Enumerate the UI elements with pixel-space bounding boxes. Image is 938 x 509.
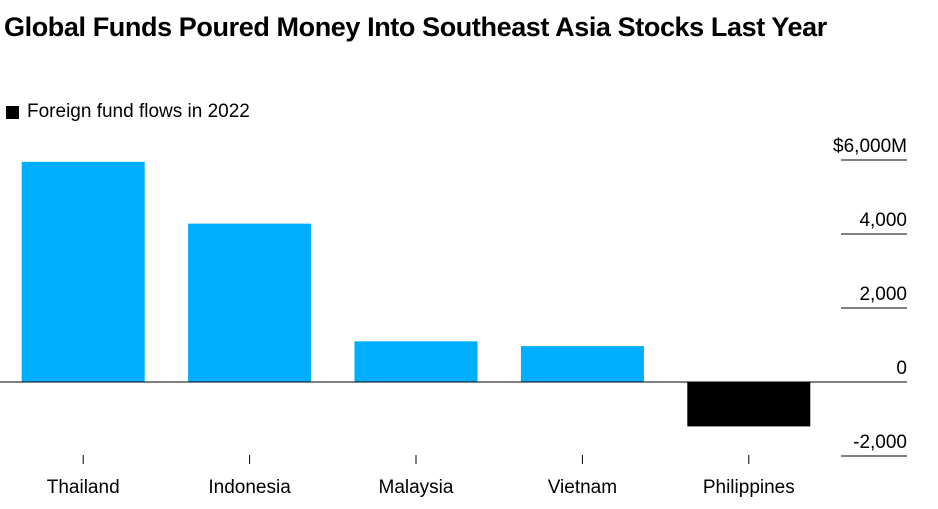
bar (188, 223, 312, 382)
bar (354, 341, 478, 382)
bar (520, 346, 644, 382)
legend: Foreign fund flows in 2022 (6, 101, 250, 123)
x-tick-label: Indonesia (208, 477, 291, 498)
x-tick-label: Vietnam (548, 477, 617, 498)
x-tick-label: Malaysia (379, 477, 454, 498)
y-tick-label: 0 (896, 358, 907, 379)
y-tick-label: 4,000 (859, 210, 907, 231)
x-tick-label: Thailand (47, 477, 120, 498)
y-tick-label: -2,000 (853, 432, 907, 453)
chart-title: Global Funds Poured Money Into Southeast… (4, 12, 827, 42)
bar (687, 382, 811, 427)
y-tick-label: $6,000M (833, 136, 907, 157)
x-tick-label: Philippines (703, 477, 795, 498)
legend-label: Foreign fund flows in 2022 (27, 101, 250, 122)
legend-swatch (6, 105, 19, 119)
y-tick-label: 2,000 (859, 284, 907, 305)
bar (21, 161, 145, 382)
